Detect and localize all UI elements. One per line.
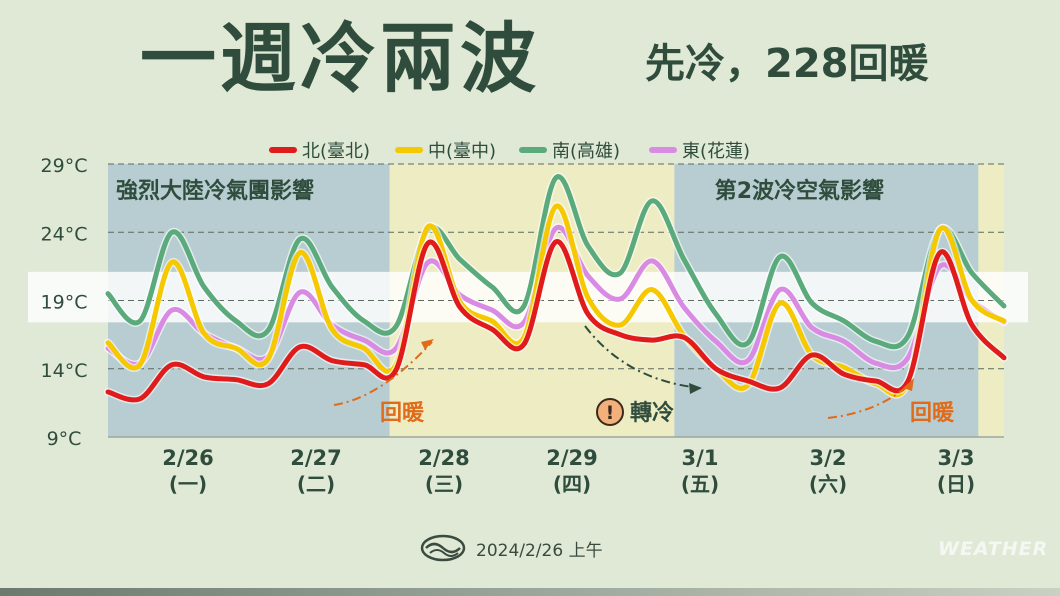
- warming-arrowhead-1: [421, 339, 434, 350]
- x-tick-weekday: (四): [553, 472, 591, 496]
- y-tick-label: 14°C: [41, 360, 88, 382]
- series-line-south: [105, 174, 1007, 350]
- x-tick-date: 2/26: [162, 446, 214, 470]
- x-tick-date: 2/27: [290, 446, 342, 470]
- cwa-logo-icon: [420, 534, 466, 562]
- period-label-second-wave: 第2波冷空氣影響: [715, 178, 884, 204]
- warming-label-2: 回暖: [910, 401, 955, 426]
- x-tick-weekday: (二): [297, 472, 335, 496]
- series-lines: [104, 172, 1008, 404]
- warming-arrow-1: [333, 341, 433, 406]
- alert-icon-glyph: !: [606, 402, 615, 424]
- page-subtitle: 先冷，228回暖: [645, 41, 929, 87]
- page-title: 一週冷兩波: [140, 14, 540, 103]
- x-tick-date: 2/29: [546, 446, 598, 470]
- y-tick-label: 9°C: [47, 428, 82, 450]
- trend-arrows: [333, 325, 914, 419]
- period-bands: [28, 164, 1028, 437]
- series-line-north: [105, 239, 1007, 403]
- x-tick-weekday: (一): [169, 472, 207, 496]
- alert-icon: [596, 398, 624, 426]
- cooling-arrow: [584, 325, 701, 389]
- x-tick-date: 2/28: [418, 446, 470, 470]
- cooling-arrowhead: [689, 383, 702, 394]
- legend-label-central: 中(臺中): [428, 141, 496, 162]
- grid-lines: [108, 163, 1004, 438]
- cooling-label: 轉冷: [630, 400, 674, 426]
- watermark: WEATHER: [938, 538, 1049, 560]
- footer: 2024/2/26 上午: [420, 534, 603, 562]
- x-tick-weekday: (五): [681, 472, 719, 496]
- y-tick-label: 24°C: [41, 223, 88, 245]
- legend-label-north: 北(臺北): [302, 141, 370, 162]
- y-tick-label: 29°C: [41, 155, 88, 177]
- y-tick-label: 19°C: [41, 292, 88, 314]
- x-tick-date: 3/2: [810, 446, 847, 470]
- chart-labels: 9°C 14°C 19°C 24°C 29°C 2/26(一) 2/27(二) 2/28(三)…: [41, 155, 976, 496]
- x-tick-weekday: (三): [425, 472, 463, 496]
- period-label-cold-air-mass: 強烈大陸冷氣團影響: [116, 178, 314, 204]
- warming-arrowhead-2: [903, 378, 914, 391]
- x-tick-date: 3/3: [938, 446, 975, 470]
- bottom-strip: [0, 588, 1060, 596]
- footer-date: 2024/2/26 上午: [476, 540, 603, 561]
- legend: 北(臺北) 中(臺中) 南(高雄) 東(花蓮): [269, 141, 750, 162]
- x-tick-date: 3/1: [682, 446, 719, 470]
- legend-label-south: 南(高雄): [552, 141, 620, 162]
- warming-label-1: 回暖: [380, 401, 425, 426]
- x-tick-weekday: (日): [937, 472, 975, 496]
- x-tick-weekday: (六): [809, 472, 847, 496]
- legend-label-east: 東(花蓮): [682, 141, 750, 162]
